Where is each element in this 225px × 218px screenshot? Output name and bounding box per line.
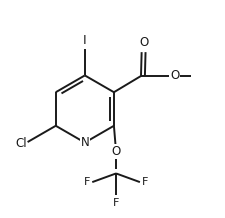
Text: I: I (83, 34, 86, 47)
Text: O: O (138, 36, 148, 49)
Text: F: F (84, 177, 90, 187)
Text: Cl: Cl (15, 137, 26, 150)
Text: N: N (80, 136, 89, 149)
Text: O: O (111, 145, 120, 158)
Text: F: F (141, 177, 147, 187)
Text: F: F (112, 198, 119, 208)
Text: O: O (169, 70, 179, 82)
